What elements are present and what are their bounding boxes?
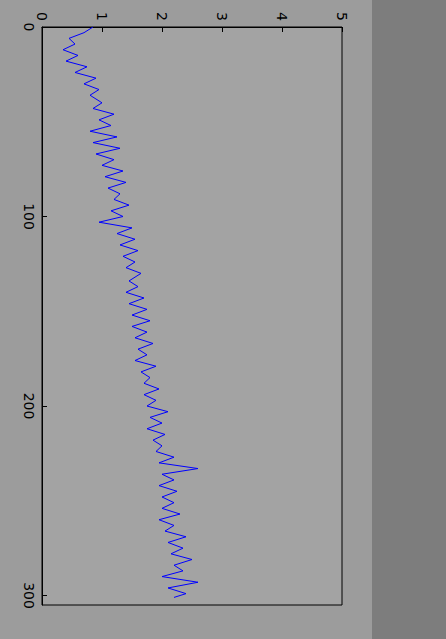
svg-text:2: 2 (154, 12, 170, 21)
svg-text:3: 3 (214, 12, 230, 21)
svg-text:100: 100 (21, 203, 37, 230)
svg-text:4: 4 (274, 12, 290, 21)
svg-text:200: 200 (21, 393, 37, 420)
svg-text:0: 0 (21, 23, 37, 32)
svg-text:1: 1 (94, 12, 110, 21)
svg-text:0: 0 (34, 12, 50, 21)
svg-text:5: 5 (334, 12, 350, 21)
svg-text:300: 300 (21, 582, 37, 609)
